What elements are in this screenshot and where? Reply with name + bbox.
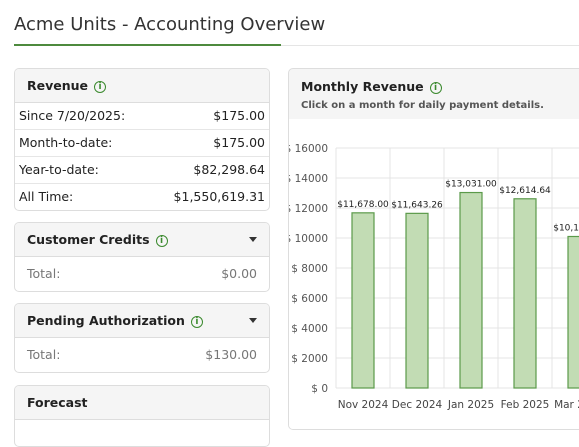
amount: $175.00 [213, 108, 265, 123]
amount: $82,298.64 [193, 162, 265, 177]
row: Total: $130.00 [15, 338, 269, 372]
row: Since 7/20/2025: $175.00 [15, 103, 269, 130]
card-title: Revenue [27, 78, 89, 93]
x-tick-label: Mar 2025 [554, 399, 579, 411]
y-tick-label: $ 2000 [291, 353, 328, 365]
amount: $130.00 [205, 347, 257, 362]
y-tick-label: $ 12000 [289, 203, 328, 215]
label: Total: [27, 266, 61, 281]
bar [405, 212, 429, 389]
row: Month-to-date: $175.00 [15, 130, 269, 157]
chart-card: Monthly Revenue i Click on a month for da… [288, 68, 579, 430]
bar [351, 212, 375, 389]
rule-accent [14, 44, 281, 46]
y-tick-label: $ 0 [311, 383, 328, 395]
label: Month-to-date: [19, 135, 113, 150]
amount: $0.00 [221, 266, 257, 281]
card-title: Forecast [27, 395, 88, 410]
row: Total: $0.00 [15, 257, 269, 291]
amount: $1,550,619.31 [173, 189, 265, 204]
card-header[interactable]: Customer Credits i [15, 223, 269, 257]
bar [567, 235, 579, 389]
row: Year-to-date: $82,298.64 [15, 157, 269, 184]
x-tick-label: Jan 2025 [447, 399, 494, 411]
title-text: Monthly Revenue [301, 79, 424, 94]
caret [249, 237, 257, 242]
value-label: $11,678.00 [337, 200, 389, 210]
x-tick-label: Dec 2024 [392, 399, 443, 411]
y-tick-label: $ 10000 [289, 233, 328, 245]
card-title: Pending Authorization [27, 313, 185, 328]
forecast-card: Forecast [14, 385, 270, 447]
card-title: Customer Credits [27, 232, 150, 247]
revenue-card: Revenue i Since 7/20/2025: $175.00 Month-to… [14, 68, 270, 211]
y-tick-label: $ 14000 [289, 173, 328, 185]
card-header: Revenue i [15, 69, 269, 103]
page: Acme Units - Accounting Overview Revenue… [14, 14, 579, 447]
rule [14, 45, 579, 46]
info-icon[interactable]: i [155, 235, 168, 247]
label: Year-to-date: [19, 162, 99, 177]
rows: Since 7/20/2025: $175.00 Month-to-date: $17… [15, 103, 269, 210]
row: All Time: $1,550,619.31 [15, 184, 269, 210]
chart: $ 0 $ 2000 $ 4000 $ 6000 $ 8000 $ 10000 $ 1200… [289, 119, 579, 429]
info-icon[interactable]: i [429, 82, 442, 94]
value-label: $13,031.00 [445, 180, 497, 190]
bar [459, 191, 483, 389]
y-tick-label: $ 8000 [291, 263, 328, 275]
label: All Time: [19, 189, 74, 204]
label: Since 7/20/2025: [19, 108, 126, 123]
card-header: Forecast [15, 386, 269, 420]
info-icon[interactable]: i [190, 316, 203, 328]
value-label: $10,100.00 [553, 224, 579, 234]
card-title: Monthly Revenue i [301, 79, 442, 94]
label: Total: [27, 347, 61, 362]
subtitle: Click on a month for daily payment detai… [301, 100, 544, 111]
y-tick-label: $ 6000 [291, 293, 328, 305]
caret [249, 318, 257, 323]
y-tick-label: $ 16000 [289, 143, 328, 155]
page-title: Acme Units - Accounting Overview [14, 14, 326, 35]
pending-card: Pending Authorization i Total: $130.00 [14, 303, 270, 373]
value-label: $11,643.26 [391, 200, 443, 210]
credits-card: Customer Credits i Total: $0.00 [14, 222, 270, 292]
info-icon[interactable]: i [94, 81, 107, 93]
amount: $175.00 [213, 135, 265, 150]
x-tick-label: Nov 2024 [338, 399, 389, 411]
x-tick-label: Feb 2025 [501, 399, 550, 411]
bar [513, 198, 537, 389]
card-header[interactable]: Pending Authorization i [15, 304, 269, 338]
y-tick-label: $ 4000 [291, 323, 328, 335]
value-label: $12,614.64 [499, 186, 551, 196]
